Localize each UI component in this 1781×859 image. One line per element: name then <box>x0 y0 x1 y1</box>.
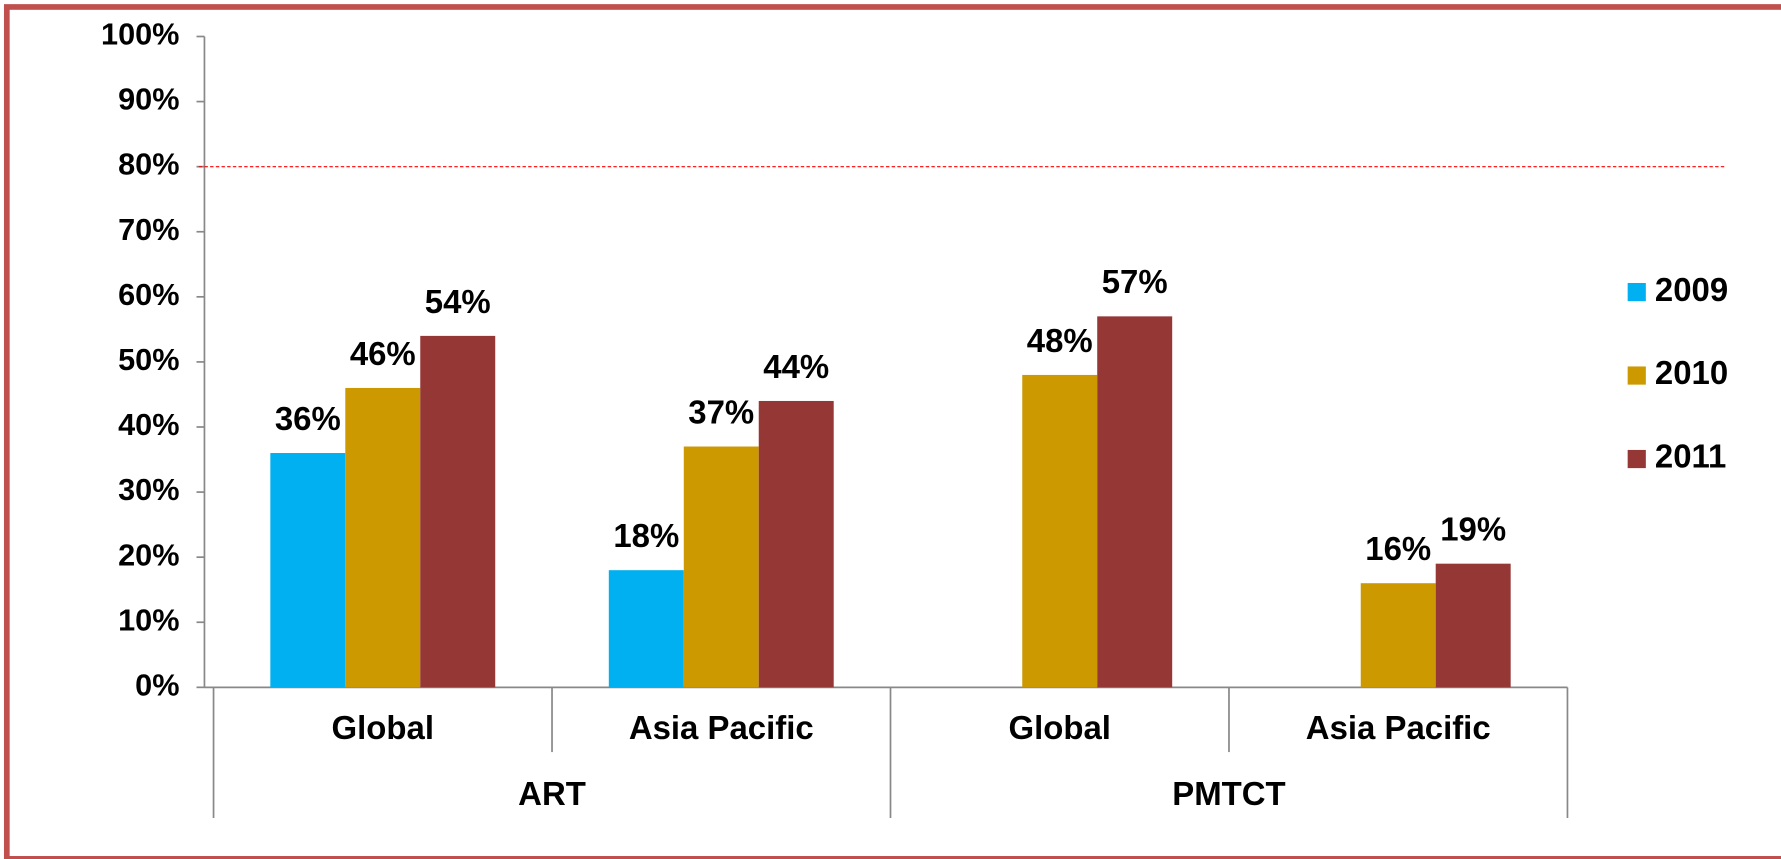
y-tick-label: 20% <box>118 538 179 572</box>
y-tick-label: 70% <box>118 213 179 247</box>
data-label: 19% <box>1440 511 1506 548</box>
legend-swatch <box>1627 366 1646 385</box>
y-tick-label: 10% <box>118 603 179 637</box>
data-label: 18% <box>613 517 679 554</box>
group-label: PMTCT <box>1172 775 1285 812</box>
y-tick-label: 90% <box>118 83 179 117</box>
data-label: 36% <box>275 400 341 437</box>
y-tick-label: 0% <box>135 668 179 702</box>
bar <box>1435 563 1511 688</box>
y-tick-label: 60% <box>118 278 179 312</box>
bar <box>420 335 496 688</box>
bar <box>270 453 346 688</box>
bar <box>1360 583 1436 688</box>
legend-label: 2011 <box>1655 438 1726 475</box>
bar <box>758 400 834 688</box>
legend-label: 2010 <box>1655 354 1728 391</box>
legend-label: 2009 <box>1655 271 1728 308</box>
data-label: 46% <box>350 335 416 372</box>
bar <box>608 570 684 688</box>
y-tick-label: 40% <box>118 408 179 442</box>
data-label: 57% <box>1102 263 1168 300</box>
frame <box>3 4 1781 859</box>
bar <box>1022 374 1098 688</box>
data-label: 48% <box>1027 322 1093 359</box>
legend-swatch <box>1627 282 1646 302</box>
y-tick-label: 100% <box>101 18 179 52</box>
bar <box>345 387 421 688</box>
y-tick-label: 80% <box>118 148 179 182</box>
data-label: 54% <box>425 283 491 320</box>
group-label: ART <box>518 775 586 812</box>
x-tick-label: Global <box>1009 709 1111 746</box>
y-tick-label: 30% <box>118 473 179 507</box>
data-label: 44% <box>763 348 829 385</box>
x-tick-label: Asia Pacific <box>629 709 814 746</box>
x-tick-label: Global <box>332 709 434 746</box>
bar <box>683 446 759 688</box>
data-label: 16% <box>1365 530 1431 567</box>
data-label: 37% <box>688 393 754 430</box>
bar <box>1097 316 1173 688</box>
x-tick-label: Asia Pacific <box>1306 709 1491 746</box>
y-tick-label: 50% <box>118 343 179 377</box>
legend-swatch <box>1627 449 1646 469</box>
